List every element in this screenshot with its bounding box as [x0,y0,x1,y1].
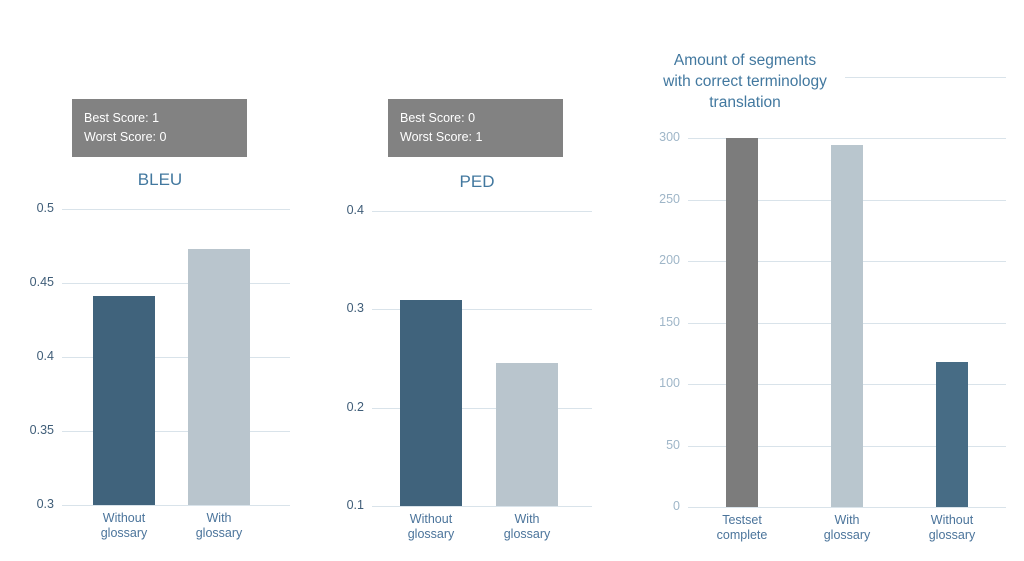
gridline-top [688,77,1006,78]
y-tick-label: 0 [673,499,680,513]
y-tick-label: 0.45 [29,275,54,289]
y-tick-label: 0.5 [36,201,54,215]
x-axis-label: Without glossary [928,513,976,542]
x-axis-label: With glossary [195,511,243,540]
x-axis-label: Without glossary [100,511,148,540]
chart-title-segments: Amount of segments with correct terminol… [645,48,845,117]
chart-title-bleu: BLEU [137,170,183,189]
y-tick-label: 0.35 [29,423,54,437]
x-axis-label: With glossary [823,513,871,542]
worst-score-text: Worst Score: 1 [400,130,483,144]
y-tick-label: 150 [659,314,680,329]
x-axis-label: With glossary [503,512,551,541]
gridline [688,138,1006,140]
gridline [62,431,290,432]
bar-testset-complete [726,138,758,507]
gridline [372,309,592,311]
score-box-ped: Best Score: 0 Worst Score: 1 [388,99,563,157]
gridline [62,505,290,506]
worst-score-text: Worst Score: 0 [84,130,167,144]
gridline [372,407,592,409]
bar-with-glossary [188,248,250,505]
y-tick-label: 50 [666,437,680,452]
y-tick-label: 0.4 [36,349,54,363]
y-tick-label: 300 [659,130,680,145]
y-tick-label: 200 [659,253,680,268]
best-score-text: Best Score: 0 [400,111,476,125]
x-axis-label: Testset complete [716,513,768,542]
x-axis-label: Without glossary [407,512,455,541]
bar-with-glossary [496,363,558,506]
gridline [372,211,592,212]
plot-area-bleu: 0.3 0.35 0.4 0.45 0.5 Without glossary With gl… [30,201,290,540]
y-tick-label: 0.3 [36,497,54,511]
y-tick-label: 0.4 [346,203,364,217]
gridline [62,283,290,284]
gridline [62,209,290,210]
gridline [688,507,1006,508]
y-tick-label: 0.2 [346,399,364,414]
y-tick-label: 250 [659,191,680,206]
chart-title-ped: PED [459,172,495,191]
plot-area-segments: 0 50 100 150 200 250 300 Testset complete With g… [659,77,1006,542]
gridline [62,357,290,358]
y-tick-label: 0.3 [346,301,364,316]
score-box-bleu: Best Score: 1 Worst Score: 0 [72,99,247,157]
gridline [372,506,592,507]
bar-without-glossary [936,362,968,507]
best-score-text: Best Score: 1 [84,111,160,125]
plot-area-ped: 0.1 0.2 0.3 0.4 Without glossary With glossar… [347,203,592,541]
bar-without-glossary [93,296,155,505]
bar-with-glossary [831,144,863,507]
bar-without-glossary [400,299,462,506]
y-tick-label: 100 [659,376,680,391]
y-tick-label: 0.1 [346,498,364,512]
